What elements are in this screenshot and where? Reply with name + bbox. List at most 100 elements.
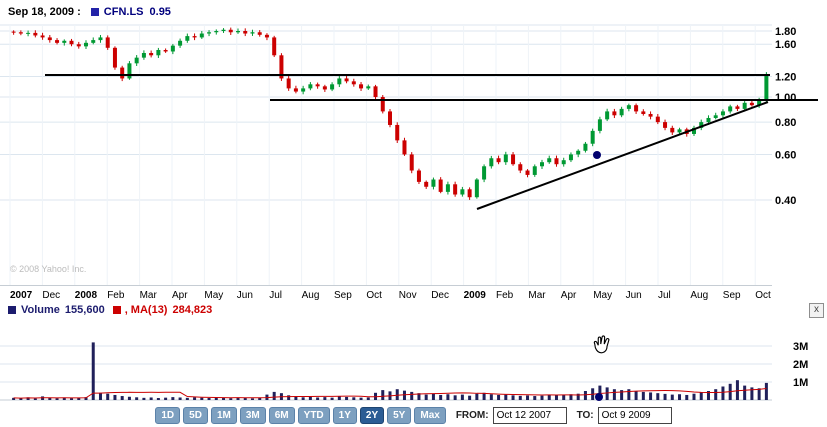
x-tick-label: Feb — [107, 290, 125, 301]
from-date-input[interactable] — [492, 407, 567, 424]
volume-chart-canvas[interactable]: 3M 2M 1M — [0, 318, 827, 404]
candle-body — [677, 129, 682, 133]
volume-bar — [627, 389, 631, 400]
x-tick-label: 2008 — [75, 290, 98, 301]
price-chart-canvas[interactable]: 1.801.60 1.20 1.00 0.80 0.60 0.40 2007 Dec 2008 F… — [0, 0, 827, 305]
candle-body — [590, 130, 595, 144]
series-legend-swatch-icon — [90, 8, 99, 16]
x-tick-label: May — [593, 290, 612, 301]
candle-body — [322, 86, 327, 90]
x-tick-label: 2009 — [464, 290, 487, 301]
volume-bar — [185, 397, 189, 400]
candle-body — [337, 78, 342, 85]
candle-body — [127, 63, 132, 79]
candle-body — [112, 47, 117, 68]
close-volume-pane-button[interactable]: x — [809, 303, 824, 318]
candle-body — [568, 154, 573, 161]
x-tick-label: Apr — [172, 290, 188, 301]
x-tick-label: Apr — [561, 290, 577, 301]
range-button-5y[interactable]: 5Y — [387, 407, 412, 424]
volume-bar — [70, 398, 74, 400]
candle-body — [445, 184, 450, 192]
price-tick-label: 0.80 — [775, 117, 796, 129]
to-label: TO: — [576, 410, 594, 421]
range-button-3m[interactable]: 3M — [239, 407, 266, 424]
candle-body — [178, 40, 183, 46]
candle-body — [163, 49, 168, 52]
candle-body — [612, 111, 617, 116]
candle-body — [272, 37, 277, 56]
range-button-max[interactable]: Max — [414, 407, 446, 424]
volume-bar — [243, 398, 247, 400]
candle-body — [409, 154, 414, 171]
range-button-1d[interactable]: 1D — [155, 407, 181, 424]
candle-body — [749, 102, 754, 106]
candle-body — [460, 189, 465, 195]
candle-body — [359, 84, 364, 89]
x-tick-label: Dec — [431, 290, 449, 301]
candle-body — [489, 158, 494, 167]
candle-body — [250, 32, 255, 34]
volume-bar — [301, 397, 305, 400]
candle-body — [431, 179, 436, 187]
range-button-1m[interactable]: 1M — [210, 407, 237, 424]
candle-body — [120, 67, 125, 79]
volume-bar — [699, 392, 703, 400]
volume-tick-label: 1M — [793, 377, 808, 389]
volume-bar — [685, 394, 689, 400]
volume-bar — [706, 391, 710, 400]
candle-body — [540, 162, 544, 167]
candle-body — [735, 106, 740, 109]
x-tick-label: Jul — [658, 290, 671, 301]
range-button-6m[interactable]: 6M — [268, 407, 295, 424]
candle-body — [315, 84, 320, 87]
x-tick-label: Feb — [496, 290, 514, 301]
candle-body — [214, 31, 219, 33]
candle-body — [605, 111, 610, 120]
volume-tick-label: 2M — [793, 359, 808, 371]
volume-bar — [84, 397, 88, 400]
candle-body — [503, 154, 508, 163]
volume-bar — [113, 394, 117, 400]
volume-bar — [612, 389, 616, 400]
candle-body — [308, 84, 313, 89]
range-button-ytd[interactable]: YTD — [297, 407, 330, 424]
candle-body — [18, 32, 23, 34]
volume-bar — [547, 394, 551, 400]
volume-bar — [62, 397, 66, 400]
volume-bar — [193, 397, 197, 400]
to-date-input[interactable] — [597, 407, 672, 424]
volume-bar — [605, 387, 609, 400]
candle-body — [264, 34, 269, 38]
volume-bar — [678, 394, 682, 400]
chart-header: Sep 18, 2009 : CFN.LS 0.95 — [8, 5, 171, 19]
candle-body — [648, 113, 653, 117]
candle-body — [583, 143, 588, 151]
volume-bar — [764, 382, 768, 400]
volume-bar — [714, 389, 718, 400]
volume-bar — [402, 390, 406, 400]
range-button-1y[interactable]: 1Y — [332, 407, 357, 424]
volume-bar — [127, 396, 131, 400]
candle-body — [76, 44, 81, 47]
volume-bar — [634, 391, 638, 400]
volume-bar — [135, 397, 139, 400]
volume-bar — [308, 396, 312, 400]
candle-body — [619, 108, 624, 116]
price-tick-label: 1.20 — [775, 72, 796, 84]
volume-bar — [19, 398, 23, 400]
candle-body — [156, 49, 161, 56]
x-tick-label: Sep — [334, 290, 352, 301]
candle-body — [402, 140, 407, 155]
range-button-5d[interactable]: 5D — [183, 407, 208, 424]
x-tick-label: Dec — [42, 290, 60, 301]
x-tick-label: Mar — [528, 290, 546, 301]
volume-bar — [721, 386, 725, 400]
volume-bar — [482, 392, 486, 400]
volume-bar — [381, 390, 385, 400]
volume-value: 155,600 — [64, 304, 105, 316]
candle-body — [351, 81, 356, 85]
x-tick-label: Jun — [626, 290, 642, 301]
range-button-2y[interactable]: 2Y — [359, 407, 385, 424]
volume-bar — [359, 397, 363, 400]
